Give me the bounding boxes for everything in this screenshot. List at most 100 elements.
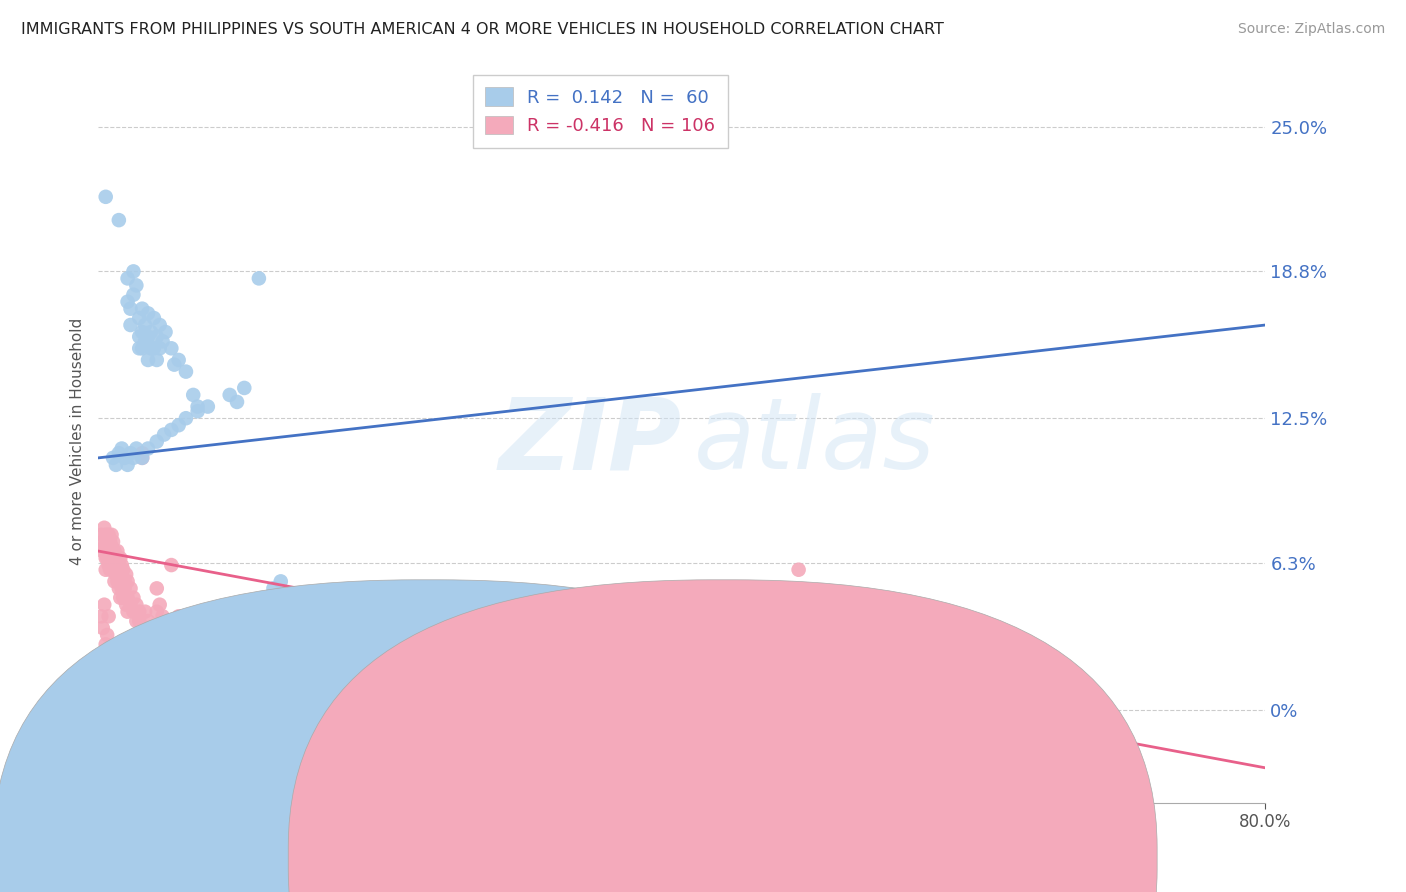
Point (105, 544, 128, 558)
Point (167, 418, 190, 433)
Point (174, 365, 197, 379)
Point (117, 294, 139, 309)
Point (671, 690, 693, 705)
Point (142, 621, 165, 635)
Point (104, 551, 127, 566)
Point (125, 614, 148, 628)
Legend: R =  0.142   N =  60, R = -0.416   N = 106: R = 0.142 N = 60, R = -0.416 N = 106 (472, 75, 728, 148)
Point (204, 632, 226, 647)
Point (181, 388, 204, 402)
Point (103, 574, 125, 589)
Point (112, 563, 135, 577)
Point (149, 598, 172, 612)
Point (1021, 637, 1043, 651)
Point (641, 698, 664, 712)
Point (149, 341, 172, 355)
Point (117, 458, 139, 472)
Point (131, 446, 153, 460)
Point (218, 628, 240, 642)
Point (247, 271, 270, 285)
Point (408, 690, 430, 705)
Point (120, 301, 142, 316)
Text: South Americans: South Americans (742, 850, 883, 868)
Y-axis label: 4 or more Vehicles in Household: 4 or more Vehicles in Household (69, 318, 84, 566)
Point (98, 563, 121, 577)
Point (167, 609, 190, 624)
Point (233, 637, 256, 651)
Point (307, 674, 329, 689)
Point (101, 544, 124, 558)
Point (120, 446, 142, 460)
Point (114, 582, 136, 596)
Point (146, 434, 169, 449)
Point (146, 582, 169, 596)
Point (181, 628, 204, 642)
Point (134, 334, 156, 349)
Point (122, 450, 145, 465)
Point (111, 442, 134, 456)
Point (98, 544, 121, 558)
Point (122, 287, 145, 301)
Point (122, 605, 145, 619)
Point (128, 614, 150, 628)
Point (128, 329, 150, 343)
Point (142, 311, 165, 326)
Point (197, 644, 219, 658)
Point (101, 450, 124, 465)
Point (139, 325, 162, 339)
Point (211, 644, 233, 658)
Point (152, 334, 174, 349)
Point (98, 534, 121, 549)
Point (131, 450, 153, 465)
Point (467, 684, 489, 698)
Point (335, 679, 357, 693)
Point (120, 582, 142, 596)
Point (904, 690, 927, 705)
Point (100, 540, 122, 554)
Point (110, 591, 132, 605)
Point (131, 341, 153, 355)
Point (568, 690, 591, 705)
Point (136, 329, 159, 343)
Point (437, 690, 460, 705)
Point (94, 637, 117, 651)
Point (262, 660, 284, 674)
Point (218, 388, 240, 402)
Point (142, 341, 165, 355)
Point (146, 329, 169, 343)
Point (174, 411, 197, 425)
Point (93, 521, 115, 535)
Point (108, 582, 131, 596)
Point (139, 621, 162, 635)
Point (134, 605, 156, 619)
Point (117, 591, 139, 605)
Point (94, 190, 117, 204)
Point (197, 400, 219, 414)
Point (152, 609, 174, 624)
Point (96, 551, 118, 566)
Text: atlas: atlas (693, 393, 935, 490)
Point (128, 311, 150, 326)
Point (233, 381, 256, 395)
Point (114, 591, 136, 605)
Point (128, 605, 150, 619)
Point (128, 341, 150, 355)
Point (104, 567, 127, 582)
Point (787, 563, 810, 577)
Point (111, 567, 134, 582)
Point (111, 582, 134, 596)
Point (160, 558, 183, 572)
Point (350, 684, 373, 698)
Point (117, 605, 139, 619)
Point (112, 574, 135, 589)
Point (160, 341, 183, 355)
Point (111, 558, 134, 572)
Point (104, 458, 127, 472)
Point (270, 574, 292, 589)
Point (97, 558, 120, 572)
Point (108, 213, 131, 227)
Point (136, 353, 159, 368)
Point (108, 567, 131, 582)
Point (103, 551, 125, 566)
Point (190, 614, 212, 628)
